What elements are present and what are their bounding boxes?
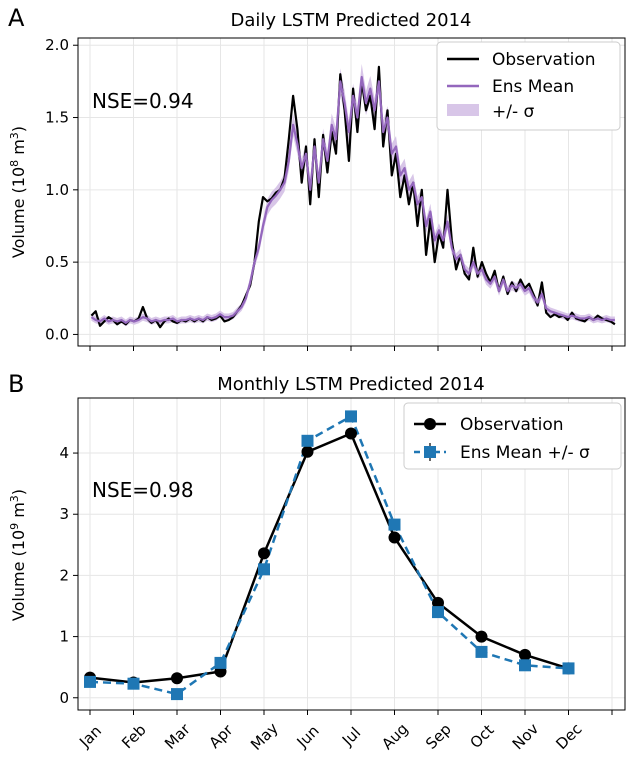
panel-a-nse: NSE=0.94 bbox=[92, 89, 194, 113]
legend-sigma-label: +/- σ bbox=[492, 102, 535, 122]
panel-b-nse: NSE=0.98 bbox=[92, 478, 194, 502]
panel-b-ens-mean-point bbox=[214, 656, 227, 669]
panel-b-observation-point bbox=[345, 427, 357, 440]
panel-b-observation-point bbox=[432, 596, 444, 609]
panel-b-ens-mean-point bbox=[432, 606, 444, 619]
panel-b-ens-mean-point bbox=[345, 410, 357, 423]
panel-b-xtick-label: Sep bbox=[422, 720, 455, 753]
panel-b-xtick-label: May bbox=[247, 719, 282, 754]
panel-b-observation-point bbox=[258, 547, 270, 560]
panel-a-ens-mean-line bbox=[90, 75, 615, 324]
panel-a-ytick-label: 0.5 bbox=[45, 253, 69, 271]
panel-b-xtick-label: Nov bbox=[509, 720, 543, 754]
panel-a: A Daily LSTM Predicted 2014 0.0 0.5 1.0 1.5… bbox=[8, 4, 626, 351]
panel-a-title: Daily LSTM Predicted 2014 bbox=[231, 10, 472, 31]
panel-b-ens-mean-point bbox=[562, 662, 575, 675]
panel-b-ytick-label: 2 bbox=[59, 566, 69, 584]
panel-a-ytick-label: 0.0 bbox=[45, 325, 69, 343]
panel-b-ens-mean-point bbox=[475, 645, 488, 658]
panel-b-ens-mean-point bbox=[519, 659, 531, 672]
panel-b-xtick-label: Feb bbox=[118, 721, 150, 753]
panel-a-ytick-label: 2.0 bbox=[45, 36, 69, 54]
panel-b-y-ticks: 0 1 2 3 4 bbox=[59, 444, 78, 707]
legend-observation-marker bbox=[424, 418, 436, 430]
panel-b-ens-mean-point bbox=[84, 675, 96, 688]
panel-a-y-ticks: 0.0 0.5 1.0 1.5 2.0 bbox=[45, 36, 78, 343]
panel-a-grid bbox=[78, 38, 625, 346]
panel-a-plot-area bbox=[90, 63, 616, 329]
panel-a-legend-box bbox=[436, 41, 621, 131]
panel-b-observation-line bbox=[89, 431, 569, 684]
panel-a-ylabel: Volume (108 m3) bbox=[8, 126, 28, 258]
panel-b-observation-point bbox=[388, 531, 401, 544]
panel-a-ytick-label: 1.5 bbox=[45, 109, 69, 127]
panel-b-ytick-label: 4 bbox=[59, 444, 69, 462]
panel-b-legend: Observation Ens Mean +/- σ bbox=[403, 402, 622, 470]
panel-b-legend-box bbox=[403, 402, 622, 470]
panel-b-xtick-label: Dec bbox=[552, 720, 585, 753]
panel-b-ens-mean-line bbox=[89, 414, 569, 696]
panel-b-plot-area bbox=[84, 410, 575, 701]
panel-b-ens-mean-point bbox=[171, 688, 183, 701]
legend-observation-label: Observation bbox=[460, 415, 564, 435]
panel-a-legend: Observation Ens Mean +/- σ bbox=[436, 41, 621, 131]
panel-b-ytick-label: 3 bbox=[59, 505, 69, 523]
panel-b-x-ticks: Jan Feb Mar Apr May Jun Jul Aug Sep Oct Nov Dec bbox=[75, 710, 613, 754]
legend-observation-label: Observation bbox=[492, 50, 596, 70]
legend-sigma-band-swatch bbox=[447, 104, 479, 116]
panel-b-xtick-label: Aug bbox=[378, 720, 411, 753]
legend-ens-mean-label: Ens Mean bbox=[492, 77, 574, 97]
panel-b-xtick-label: Apr bbox=[205, 720, 237, 752]
panel-b-observation-point bbox=[519, 648, 531, 661]
panel-b-ens-mean-point bbox=[301, 434, 314, 447]
panel-b-xtick-label: Jan bbox=[75, 722, 105, 752]
panel-a-x-ticks bbox=[89, 346, 613, 351]
legend-ens-mean-label: Ens Mean +/- σ bbox=[460, 443, 590, 463]
panel-b-letter: B bbox=[8, 370, 24, 398]
panel-a-ytick-label: 1.0 bbox=[45, 181, 69, 199]
panel-b-title: Monthly LSTM Predicted 2014 bbox=[217, 374, 485, 395]
panel-b-observation-point bbox=[475, 630, 488, 643]
panel-b-xtick-label: Oct bbox=[466, 721, 497, 752]
panel-b-observation-point bbox=[171, 672, 183, 685]
panel-b-ytick-label: 0 bbox=[59, 689, 69, 707]
panel-b-ytick-label: 1 bbox=[59, 628, 69, 646]
panel-b-xtick-label: Jul bbox=[338, 724, 364, 750]
panel-b-xtick-label: Mar bbox=[161, 720, 194, 753]
panel-b-ens-mean-point bbox=[258, 563, 270, 576]
panel-b-ylabel: Volume (109 m3) bbox=[8, 489, 28, 621]
panel-b-ens-mean-point bbox=[388, 518, 401, 531]
panel-a-letter: A bbox=[8, 4, 25, 32]
panel-b-ens-mean-point bbox=[127, 677, 140, 690]
panel-b: B Monthly LSTM Predicted 2014 0 1 2 3 4 Jan F… bbox=[8, 370, 626, 754]
panel-b-xtick-label: Jun bbox=[293, 722, 323, 752]
legend-ens-mean-marker bbox=[424, 446, 436, 458]
panel-b-observation-point bbox=[301, 445, 314, 458]
